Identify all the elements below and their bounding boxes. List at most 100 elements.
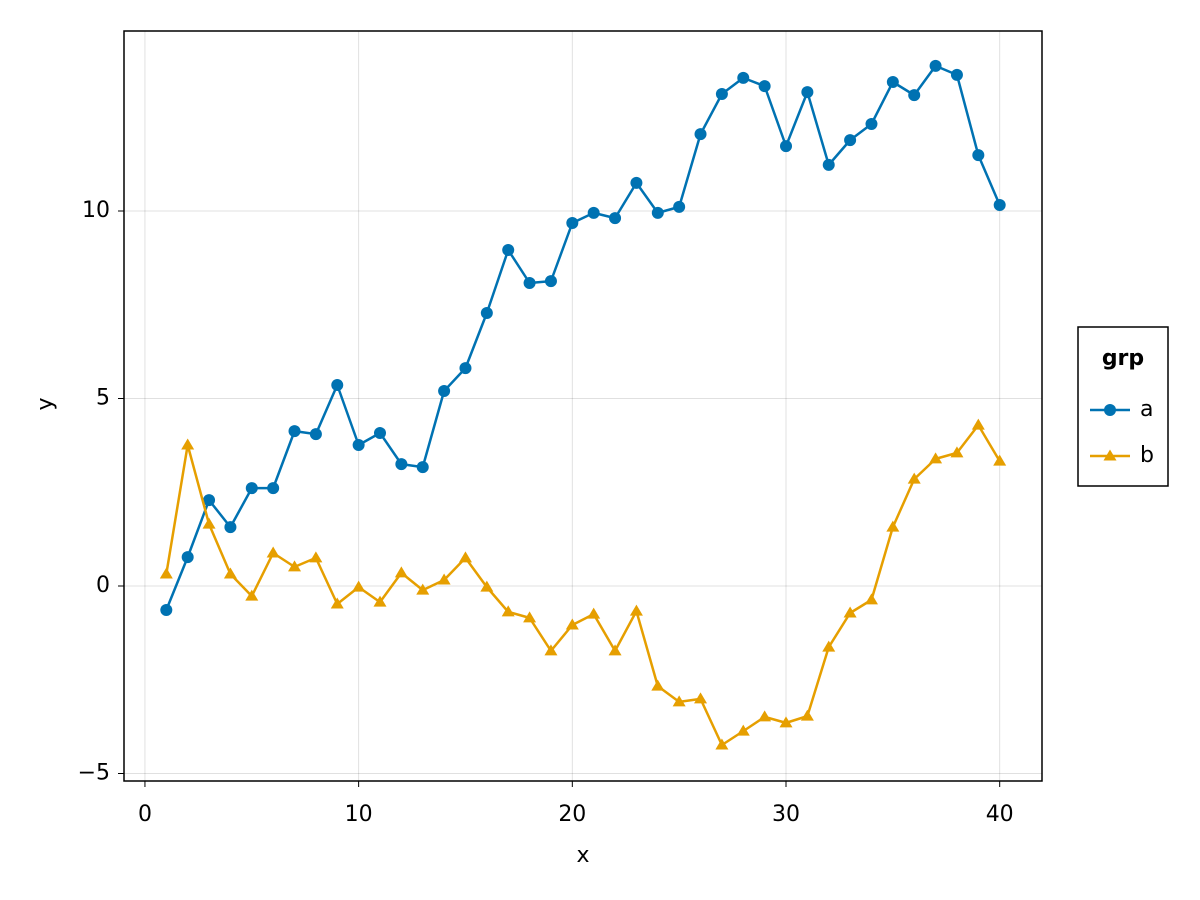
marker xyxy=(224,521,237,534)
marker xyxy=(565,618,579,630)
marker xyxy=(822,158,835,171)
marker xyxy=(437,573,451,585)
marker xyxy=(373,595,387,607)
marker xyxy=(929,452,943,464)
marker xyxy=(544,644,558,656)
marker xyxy=(223,567,237,579)
legend-label: b xyxy=(1140,443,1154,468)
marker xyxy=(715,738,729,750)
marker xyxy=(779,716,793,728)
marker xyxy=(800,709,814,721)
marker xyxy=(908,89,921,102)
marker xyxy=(458,551,472,563)
marker xyxy=(886,76,899,88)
marker xyxy=(352,439,365,451)
marker xyxy=(501,605,515,617)
marker xyxy=(394,566,408,578)
marker xyxy=(202,517,216,529)
marker xyxy=(630,176,643,189)
marker xyxy=(203,494,216,507)
series-line xyxy=(165,64,1001,611)
marker xyxy=(587,206,600,219)
y-tick-label: 5 xyxy=(96,386,110,411)
marker xyxy=(438,385,451,397)
marker xyxy=(330,597,344,609)
marker xyxy=(587,607,601,619)
marker xyxy=(972,149,985,162)
marker xyxy=(245,482,258,495)
series-line xyxy=(165,423,1001,747)
marker xyxy=(544,275,557,288)
marker xyxy=(971,418,985,430)
marker xyxy=(822,640,836,652)
marker xyxy=(395,458,408,471)
marker xyxy=(523,611,537,623)
marker xyxy=(929,59,942,72)
marker xyxy=(159,567,173,579)
marker xyxy=(459,362,472,375)
marker xyxy=(288,560,302,572)
marker xyxy=(651,679,665,691)
marker xyxy=(181,438,195,450)
plot-frame xyxy=(123,30,1043,782)
marker xyxy=(181,551,194,564)
marker xyxy=(331,379,344,391)
marker xyxy=(480,307,493,319)
legend-marker xyxy=(1103,449,1117,461)
marker xyxy=(416,583,430,595)
marker xyxy=(993,454,1007,466)
marker xyxy=(288,425,301,438)
marker xyxy=(309,428,322,441)
marker xyxy=(950,446,964,458)
marker xyxy=(993,199,1006,211)
marker xyxy=(352,580,366,592)
marker xyxy=(694,692,708,704)
x-tick-label: 30 xyxy=(772,802,800,827)
marker xyxy=(523,277,536,289)
marker xyxy=(801,86,814,99)
marker xyxy=(609,212,622,225)
marker xyxy=(608,644,622,656)
marker xyxy=(266,546,280,558)
marker xyxy=(629,604,643,616)
x-tick-label: 10 xyxy=(345,802,373,827)
marker xyxy=(694,128,707,141)
marker xyxy=(907,472,921,484)
legend-label: a xyxy=(1140,397,1153,422)
marker xyxy=(673,200,686,213)
marker xyxy=(736,724,750,736)
marker xyxy=(864,593,878,605)
marker xyxy=(245,589,259,601)
marker xyxy=(651,206,664,219)
marker xyxy=(865,118,878,130)
marker xyxy=(267,482,280,495)
marker xyxy=(160,604,173,616)
marker xyxy=(309,551,323,563)
marker xyxy=(780,140,793,153)
x-axis-label: x xyxy=(576,843,589,868)
legend-marker xyxy=(1104,404,1116,416)
marker xyxy=(480,580,494,592)
marker xyxy=(758,710,772,722)
marker xyxy=(672,695,686,707)
marker xyxy=(758,80,771,93)
legend-title: grp xyxy=(1102,346,1144,371)
legend-box xyxy=(1077,326,1169,487)
y-tick-label: −5 xyxy=(78,761,110,786)
x-tick-label: 20 xyxy=(558,802,586,827)
marker xyxy=(843,606,857,618)
x-tick-label: 40 xyxy=(986,802,1014,827)
marker xyxy=(886,520,900,532)
marker xyxy=(416,461,429,474)
marker xyxy=(566,217,579,229)
marker xyxy=(373,427,386,439)
y-tick-label: 0 xyxy=(96,573,110,598)
marker xyxy=(737,71,750,84)
marker xyxy=(844,134,857,147)
marker xyxy=(715,88,728,100)
marker xyxy=(502,244,515,256)
y-tick-label: 10 xyxy=(82,198,110,223)
marker xyxy=(950,68,963,81)
